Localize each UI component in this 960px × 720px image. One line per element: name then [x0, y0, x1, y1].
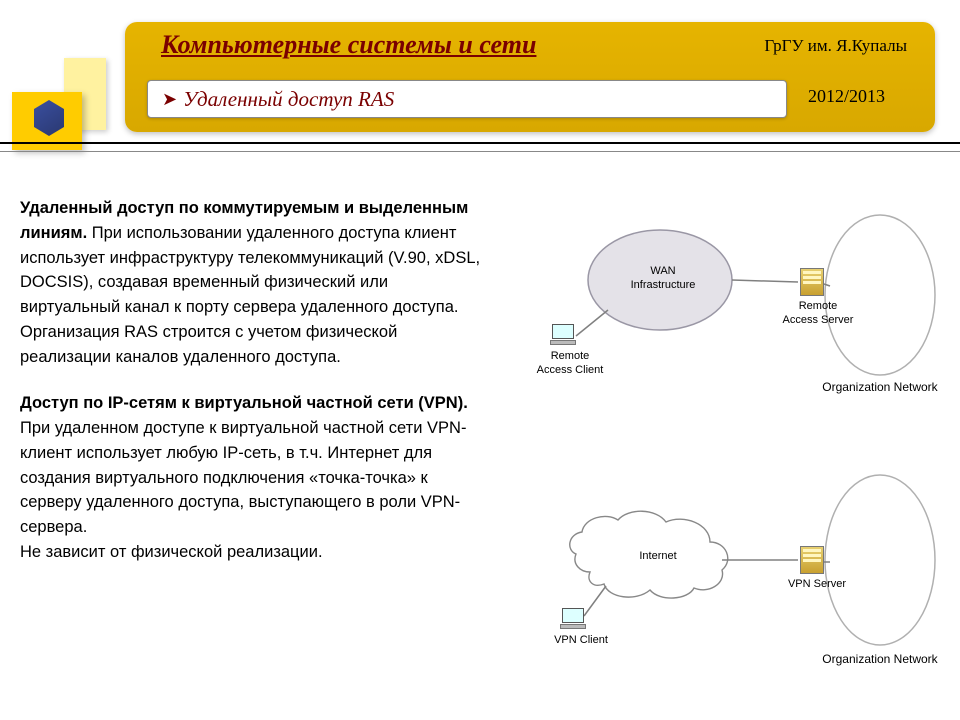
remote-client-icon: [550, 324, 576, 346]
bullet-arrow-icon: ➤: [162, 89, 177, 110]
org-network-label-1: Organization Network: [810, 380, 950, 395]
academic-year: 2012/2013: [808, 86, 885, 107]
header-divider: [0, 142, 960, 152]
university-name: ГрГУ им. Я.Купалы: [764, 36, 907, 56]
remote-client-label: RemoteAccess Client: [530, 350, 610, 378]
link-client-cloud: [576, 310, 608, 336]
paragraph-2-rest: При удаленном доступе к виртуальной част…: [20, 419, 466, 536]
slide-subtitle: Удаленный доступ RAS: [183, 87, 394, 112]
body-text: Удаленный доступ по коммутируемым и выде…: [20, 196, 490, 587]
wan-cloud-label: WANInfrastructure: [628, 265, 698, 293]
org-network-shape-2: [825, 475, 935, 645]
paragraph-1: Удаленный доступ по коммутируемым и выде…: [20, 196, 490, 369]
internet-cloud-label: Internet: [628, 550, 688, 564]
org-network-label-2: Organization Network: [810, 652, 950, 667]
slide-header: Компьютерные системы и сети ➤ Удаленный …: [125, 22, 935, 132]
remote-server-label: RemoteAccess Server: [780, 300, 856, 328]
vpn-client-icon: [560, 608, 586, 630]
slide-title: Компьютерные системы и сети: [161, 30, 536, 60]
paragraph-1-rest: При использовании удаленного доступа кли…: [20, 224, 480, 366]
vpn-server-icon: [800, 546, 824, 574]
remote-server-icon: [800, 268, 824, 296]
diagram-ras: WANInfrastructure RemoteAccess Client Re…: [510, 210, 940, 400]
vpn-server-label: VPN Server: [782, 578, 852, 592]
link-vpnclient-cloud: [584, 586, 606, 616]
link-cloud-server: [732, 280, 798, 282]
vpn-client-label: VPN Client: [546, 634, 616, 648]
paragraph-2-lead: Доступ по IP-сетям к виртуальной частной…: [20, 394, 468, 412]
org-network-shape: [825, 215, 935, 375]
diagram-vpn: Internet VPN Client VPN Server Organizat…: [510, 460, 940, 670]
paragraph-2-tail: Не зависит от физической реализации.: [20, 543, 323, 561]
slide-subtitle-bar: ➤ Удаленный доступ RAS: [147, 80, 787, 118]
paragraph-2: Доступ по IP-сетям к виртуальной частной…: [20, 391, 490, 564]
